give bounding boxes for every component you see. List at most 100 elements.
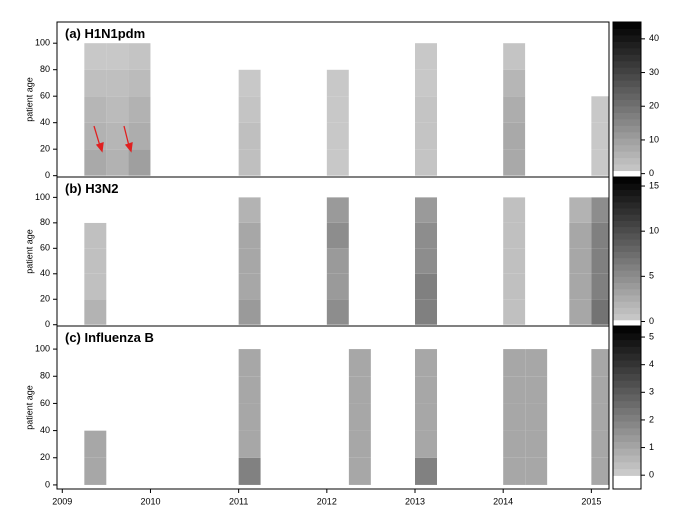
heat-cell bbox=[172, 349, 195, 377]
heat-cell bbox=[459, 349, 482, 377]
colorbar-step bbox=[613, 22, 641, 29]
heat-cell bbox=[392, 403, 416, 431]
heat-cell bbox=[370, 299, 393, 325]
heat-cell bbox=[150, 457, 173, 485]
heat-cell bbox=[194, 457, 217, 485]
heat-cell bbox=[591, 197, 609, 223]
heat-cell bbox=[547, 403, 570, 431]
heat-cell bbox=[260, 222, 283, 249]
heat-cell bbox=[481, 248, 504, 274]
heat-cell bbox=[459, 299, 482, 325]
x-tick-label: 2011 bbox=[229, 496, 248, 506]
heat-cell bbox=[525, 273, 548, 300]
heat-cell bbox=[106, 69, 129, 97]
heat-cell bbox=[370, 96, 393, 123]
heat-cell bbox=[238, 197, 261, 223]
heat-cell bbox=[128, 457, 151, 485]
colorbar-step bbox=[613, 434, 641, 442]
heat-cell bbox=[304, 222, 327, 249]
heat-cell bbox=[282, 248, 305, 274]
heat-cell bbox=[525, 197, 548, 223]
heat-cell bbox=[150, 222, 173, 249]
heat-cell bbox=[459, 43, 482, 70]
colorbar-step bbox=[613, 441, 641, 449]
heat-cell bbox=[547, 122, 570, 150]
colorbar-step bbox=[613, 332, 641, 341]
heat-cell bbox=[437, 197, 460, 223]
colorbar-tick-label: 20 bbox=[649, 101, 659, 111]
heat-cell bbox=[569, 299, 592, 325]
heat-cell bbox=[459, 96, 482, 123]
heat-cell bbox=[415, 197, 438, 223]
heat-cell bbox=[525, 403, 548, 431]
heat-cell bbox=[326, 430, 349, 458]
y-tick-label: 40 bbox=[40, 117, 50, 127]
heat-cell bbox=[194, 273, 217, 300]
heat-cell bbox=[62, 457, 85, 485]
heat-cell bbox=[194, 69, 217, 97]
y-tick-label: 60 bbox=[40, 243, 50, 253]
heat-cell bbox=[415, 149, 438, 176]
heat-cell bbox=[128, 299, 151, 325]
heat-cell bbox=[348, 197, 371, 223]
heat-cell bbox=[150, 122, 173, 150]
heat-cell bbox=[392, 149, 416, 176]
panel-title: (a) H1N1pdm bbox=[65, 26, 145, 41]
heat-cell bbox=[437, 69, 460, 97]
colorbar-step bbox=[613, 208, 641, 215]
colorbar-step bbox=[613, 461, 641, 470]
heat-cell bbox=[547, 149, 570, 176]
heat-cell bbox=[415, 222, 438, 249]
heat-cell bbox=[172, 222, 195, 249]
heat-cell bbox=[437, 457, 460, 485]
arrow bbox=[123, 125, 130, 147]
heat-cell bbox=[304, 299, 327, 325]
heat-cell bbox=[459, 403, 482, 431]
colorbar-step bbox=[613, 183, 641, 190]
heat-cell bbox=[503, 222, 526, 249]
heat-cell bbox=[370, 43, 393, 70]
heat-cell bbox=[62, 299, 85, 325]
heat-cell bbox=[260, 457, 283, 485]
heat-cell bbox=[459, 248, 482, 274]
heat-cell bbox=[238, 457, 261, 485]
annotation-arrows bbox=[93, 125, 133, 153]
colorbar-tick-label: 10 bbox=[649, 134, 659, 144]
heat-cell bbox=[326, 299, 349, 325]
heat-cell bbox=[260, 43, 283, 70]
heat-cell bbox=[569, 122, 592, 150]
heat-cell bbox=[591, 43, 609, 70]
heat-cell bbox=[415, 122, 438, 150]
heat-cell bbox=[282, 96, 305, 123]
heat-cell bbox=[459, 430, 482, 458]
heat-cell bbox=[370, 69, 393, 97]
heat-cell bbox=[282, 43, 305, 70]
heat-cell bbox=[348, 349, 371, 377]
heat-cell bbox=[503, 403, 526, 431]
heat-cell bbox=[84, 457, 107, 485]
colorbar-step bbox=[613, 475, 641, 483]
heat-cell bbox=[150, 149, 173, 176]
heat-cell bbox=[238, 248, 261, 274]
colorbar-tick-label: 5 bbox=[649, 271, 654, 281]
heat-cell bbox=[370, 222, 393, 249]
heat-cell bbox=[282, 403, 305, 431]
heat-cell bbox=[370, 376, 393, 404]
heat-cell bbox=[437, 248, 460, 274]
colorbar-step bbox=[613, 339, 641, 347]
heat-cell bbox=[84, 222, 107, 249]
y-tick-label: 100 bbox=[35, 38, 50, 48]
heat-cell bbox=[106, 457, 129, 485]
heat-cell bbox=[172, 43, 195, 70]
heat-cell bbox=[547, 197, 570, 223]
heat-cell bbox=[437, 96, 460, 123]
heat-cell bbox=[62, 69, 85, 97]
heat-cell bbox=[216, 349, 239, 377]
heat-cell bbox=[392, 299, 416, 325]
heat-cell bbox=[62, 222, 85, 249]
colorbar-tick-label: 1 bbox=[649, 442, 654, 452]
heat-cell bbox=[216, 299, 239, 325]
heat-cell bbox=[106, 222, 129, 249]
x-tick-label: 2009 bbox=[52, 496, 72, 506]
heat-cell bbox=[326, 69, 349, 97]
